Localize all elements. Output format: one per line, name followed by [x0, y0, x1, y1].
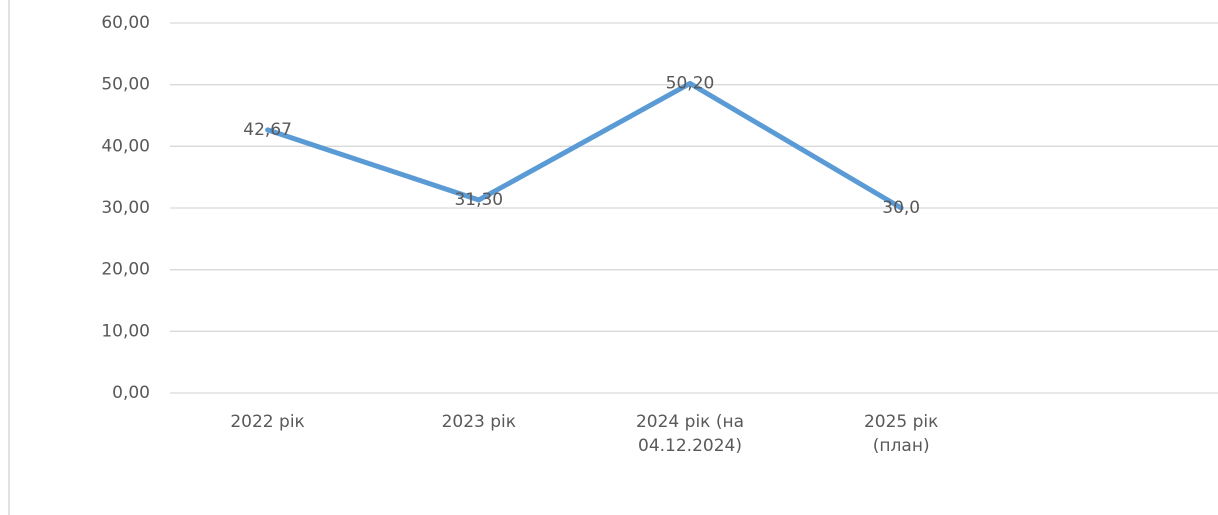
y-tick-label: 60,00 [101, 13, 150, 33]
x-tick-label: 2023 рік [441, 412, 517, 432]
x-tick-label: 2025 рік (план) [863, 412, 939, 456]
data-label: 30,0 [882, 198, 920, 218]
x-tick-label: 2022 рік [230, 412, 305, 432]
line-series [265, 80, 904, 211]
y-tick-label: 30,00 [101, 198, 150, 218]
y-tick-label: 20,00 [101, 260, 150, 280]
x-tick-label: 2024 рік (на 04.12.2024) [635, 412, 745, 456]
y-tick-label: 50,00 [101, 75, 150, 95]
y-tick-label: 10,00 [101, 321, 150, 341]
y-tick-label: 40,00 [101, 136, 150, 156]
y-tick-label: 0,00 [112, 383, 150, 403]
data-label: 31,30 [454, 190, 503, 210]
data-label: 42,67 [243, 120, 292, 140]
data-label: 50,20 [666, 73, 715, 93]
